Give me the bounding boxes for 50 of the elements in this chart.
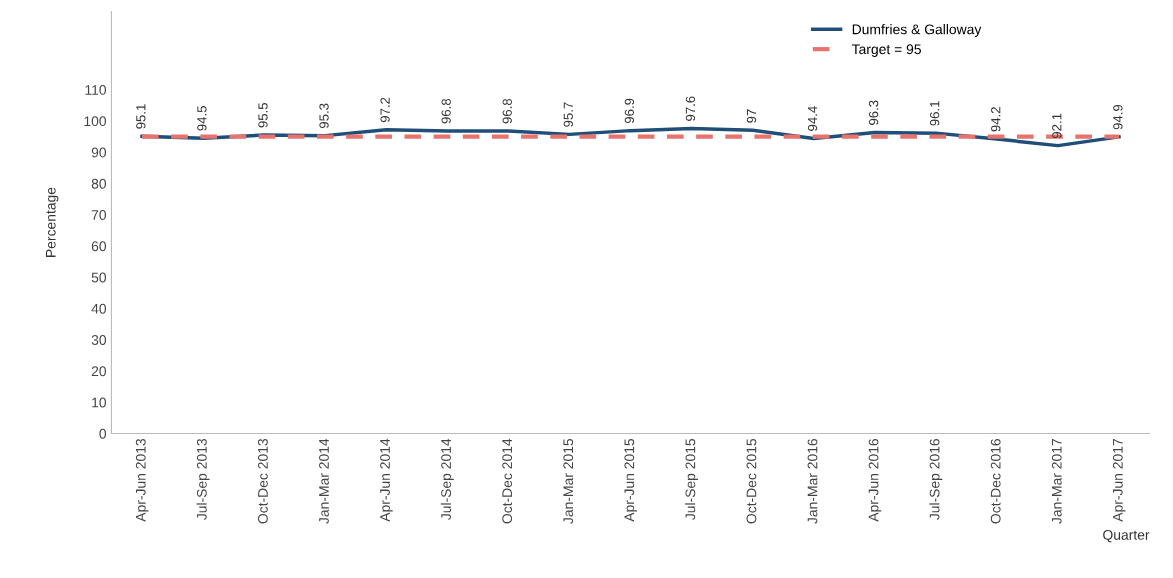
- y-tick-label: 80: [91, 178, 107, 189]
- data-label: 97: [746, 109, 757, 123]
- data-label: 95.1: [136, 104, 146, 129]
- x-tick-label: Oct-Dec 2016: [990, 438, 1001, 524]
- x-tick-label: Apr-Jun 2014: [380, 438, 393, 522]
- data-label: 96.8: [502, 98, 512, 124]
- data-label: 95.5: [258, 102, 268, 128]
- x-tick-label: Oct-Dec 2014: [502, 438, 513, 524]
- x-tick-label: Oct-Dec 2015: [746, 438, 757, 524]
- x-tick-label: Jan-Mar 2014: [319, 438, 329, 524]
- data-label: 96.9: [624, 98, 635, 124]
- y-tick-label: 20: [91, 366, 107, 377]
- data-label: 95.3: [319, 103, 329, 129]
- x-tick-label: Jan-Mar 2016: [807, 438, 818, 524]
- x-tick-label: Apr-Jun 2013: [135, 438, 149, 522]
- legend-label: Target = 95: [851, 44, 921, 57]
- x-tick-label: Jul-Sep 2013: [196, 438, 210, 520]
- y-tick-label: 110: [85, 85, 107, 95]
- data-label: 95.7: [563, 102, 573, 127]
- data-label: 94.9: [1113, 104, 1123, 130]
- x-tick-label: Oct-Dec 2013: [257, 438, 268, 524]
- y-tick-label: 50: [91, 272, 107, 283]
- x-tick-label: Apr-Jun 2017: [1112, 439, 1126, 522]
- y-tick-label: 0: [99, 428, 107, 439]
- x-tick-label: Apr-Jun 2015: [624, 438, 637, 522]
- x-tick-label: Jul-Sep 2016: [929, 438, 943, 520]
- data-label: 96.3: [868, 100, 879, 125]
- x-tick-label: Jan-Mar 2017: [1051, 439, 1062, 524]
- data-label: 96.8: [441, 98, 451, 124]
- y-axis-title: Percentage: [45, 187, 59, 257]
- y-tick-label: 70: [91, 210, 107, 220]
- data-label: 94.4: [807, 106, 818, 131]
- x-tick-label: Jul-Sep 2015: [685, 438, 699, 520]
- x-tick-label: Jul-Sep 2014: [440, 438, 454, 520]
- data-label: 94.2: [991, 107, 1001, 132]
- data-label: 97.2: [380, 97, 390, 123]
- y-tick-label: 30: [91, 335, 107, 345]
- data-label: 96.1: [930, 101, 940, 126]
- data-label: 97.6: [685, 96, 696, 121]
- y-tick-label: 100: [84, 116, 107, 127]
- data-label: 94.5: [197, 106, 207, 131]
- y-tick-label: 60: [91, 241, 107, 252]
- data-label: 92.1: [1052, 113, 1062, 139]
- x-tick-label: Apr-Jun 2016: [868, 438, 882, 522]
- y-tick-label: 40: [91, 303, 107, 314]
- legend-label: Dumfries & Galloway: [852, 24, 982, 38]
- y-tick-label: 10: [92, 397, 107, 408]
- x-tick-label: Jan-Mar 2015: [563, 438, 574, 524]
- x-axis-title: Quarter: [1103, 529, 1150, 543]
- y-tick-label: 90: [91, 147, 107, 158]
